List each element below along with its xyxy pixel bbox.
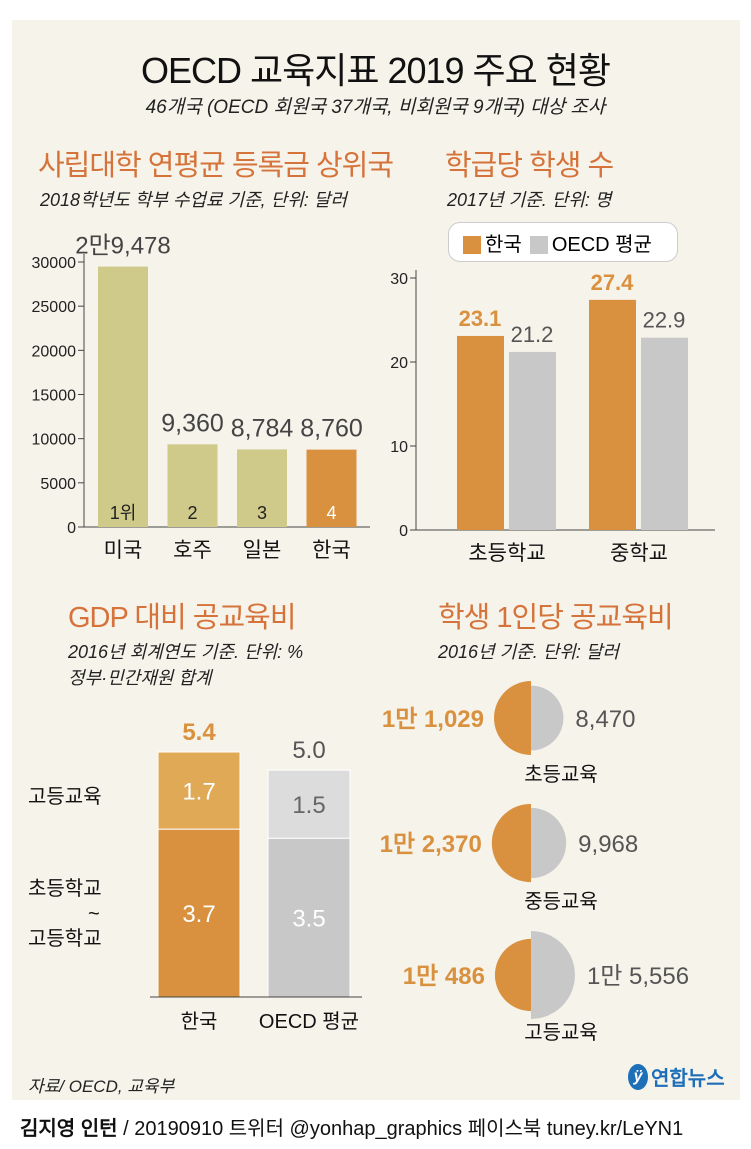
segment-한국-고등교육 [157,751,241,830]
x-tick-label: 호주 [173,539,212,562]
segment-label: 3.5 [292,906,325,933]
legend-oecd: OECD 평균 [529,228,652,257]
per-student-title: 학생 1인당 공교육비 [438,602,674,634]
y-tick-label: 0 [67,520,76,537]
x-tick-label: 한국 [181,1010,218,1033]
data-label: 27.4 [591,270,635,295]
y-tick-label: 10000 [32,432,77,449]
segment-label: 1.7 [182,779,215,806]
y-tick-label: 0 [399,523,408,540]
data-label: 8,760 [300,415,363,443]
segment-한국-초등학교 ~ 고등학교 [157,828,241,998]
y-tick-label: 30000 [32,255,77,272]
bar-초등학교-OECD 평균 [509,351,556,530]
y-tick-label: 5000 [40,476,76,493]
korea-value-label: 1만 486 [403,963,485,990]
gdp-title: GDP 대비 공교육비 [68,602,297,634]
logo-icon: ÿ [628,1063,648,1090]
x-tick-label: 미국 [104,539,143,562]
half-circle-korea [494,681,531,755]
oecd-value-label: 9,968 [578,831,638,858]
segment-OECD 평균-고등교육 [267,769,351,839]
legend-korea: 한국 [463,228,522,257]
segment-label: 3.7 [182,901,215,928]
data-label: 23.1 [459,306,502,331]
class-size-legend: 한국 OECD 평균 [448,222,678,262]
bar-한국 [306,449,357,527]
x-tick-label: 한국 [312,539,351,562]
rank-label: 4 [326,503,336,523]
total-label: 5.4 [182,719,216,746]
y-tick-label: 20000 [32,343,77,360]
data-label: 8,784 [231,414,294,442]
bar-초등학교-한국 [457,335,504,530]
page-title: OECD 교육지표 2019 주요 현황 [140,50,611,91]
half-circle-oecd [531,931,575,1019]
oecd-value-label: 1만 5,556 [587,963,689,990]
x-tick-label: 일본 [243,539,282,562]
data-label: 9,360 [161,409,224,437]
yonhap-logo: ÿ 연합뉴스 [628,1062,725,1091]
total-label: 5.0 [292,737,325,764]
legend-label-tertiary: 고등교육 [28,786,102,808]
rank-label: 3 [257,503,267,523]
tuition-subtitle: 2018학년도 학부 수업료 기준, 단위: 달러 [40,190,347,210]
bar-미국 [98,266,148,527]
bar-일본 [237,449,287,527]
y-tick-label: 15000 [32,388,77,405]
half-circle-korea [494,938,531,1012]
x-tick-label: 초등학교 [468,542,545,565]
segment-label: 1.5 [292,792,325,819]
legend-label-primary-secondary: 고등학교 [28,927,102,950]
korea-value-label: 1만 1,029 [382,706,484,733]
korea-value-label: 1만 2,370 [380,831,482,858]
rank-label: 2 [187,503,197,523]
per-student-subtitle: 2016년 기준. 단위: 달러 [438,642,619,662]
x-tick-label: OECD 평균 [259,1010,359,1033]
gdp-subtitle2: 정부·민간재원 합계 [68,668,212,688]
half-circle-korea [491,803,531,883]
y-tick-label: 25000 [32,299,77,316]
category-label: 중등교육 [524,891,598,913]
source-note: 자료/ OECD, 교육부 [28,1077,175,1096]
tuition-title: 사립대학 연평균 등록금 상위국 [38,150,394,182]
footer-credit: 김지영 인턴 / 20190910 트위터 @yonhap_graphics 페… [20,1118,684,1140]
class-size-subtitle: 2017년 기준. 단위: 명 [447,190,612,210]
y-tick-label: 20 [390,355,408,372]
rank-label: 1위 [110,503,137,523]
infographic-panel [12,20,740,1100]
legend-label-primary-secondary: 초등학교 [28,877,102,900]
x-tick-label: 중학교 [610,542,668,565]
bar-호주 [167,444,218,527]
data-label: 22.9 [643,308,686,333]
class-size-title: 학급당 학생 수 [445,150,614,182]
legend-label-primary-secondary: ~ [88,903,100,925]
segment-OECD 평균-초등학교 ~ 고등학교 [267,837,351,998]
half-circle-oecd [531,807,567,879]
oecd-value-label: 8,470 [575,706,635,733]
category-label: 초등교육 [524,764,598,786]
y-tick-label: 10 [390,439,408,456]
data-label: 21.2 [511,322,554,347]
category-label: 고등교육 [524,1022,598,1044]
page-subtitle: 46개국 (OECD 회원국 37개국, 비회원국 9개국) 대상 조사 [145,97,606,118]
y-tick-label: 30 [390,271,408,288]
half-circle-oecd [531,685,564,751]
bar-중학교-OECD 평균 [641,337,688,530]
gdp-subtitle: 2016년 회계연도 기준. 단위: % [68,642,304,662]
data-label: 2만9,478 [75,233,171,260]
bar-중학교-한국 [589,299,636,530]
